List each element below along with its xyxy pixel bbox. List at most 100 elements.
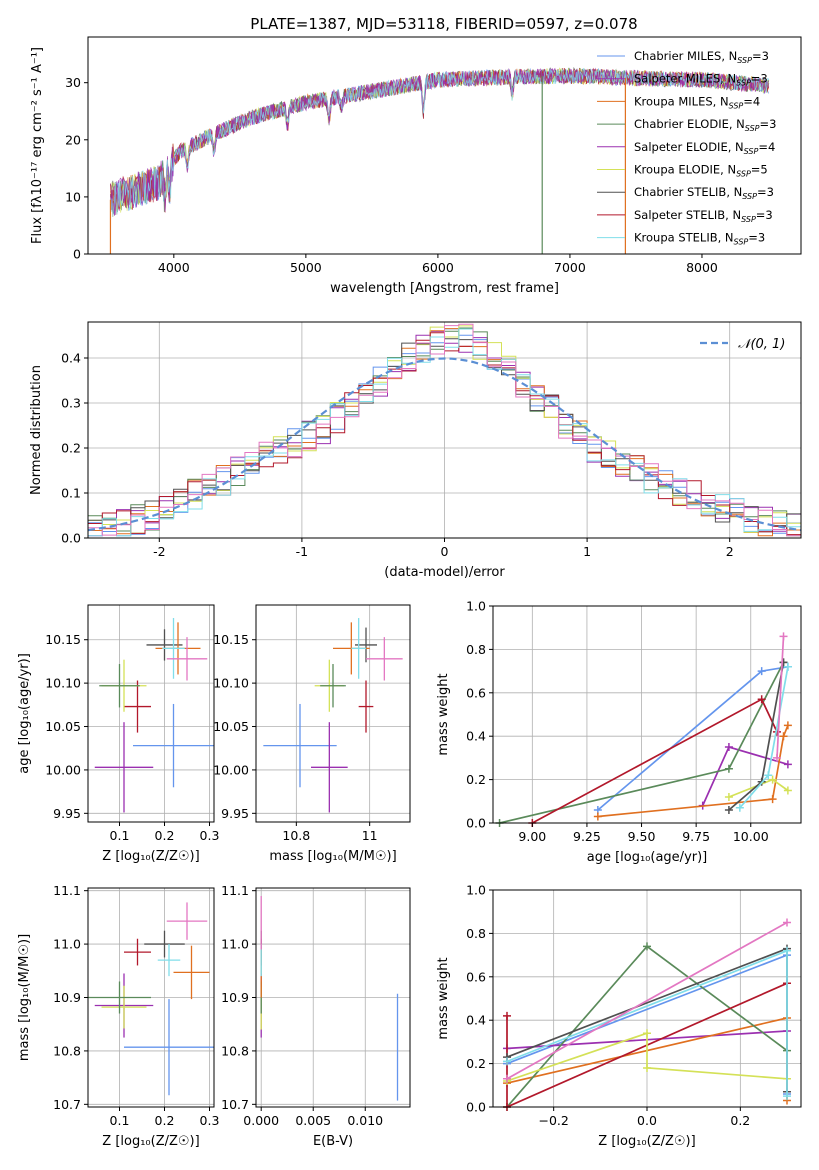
legend-suffix: =3 [751,72,768,86]
y-tick-label: 10.05 [45,719,81,734]
y-tick-label: 0.6 [466,969,486,984]
legend-subscript: SSP [734,238,749,247]
x-axis-label: Z [log₁₀(Z/Z☉)] [598,1134,695,1149]
axes-frame [87,604,215,823]
y-tick-label: 10.10 [213,676,249,691]
weight-series [724,775,792,801]
grid [256,888,410,1107]
weight-marker [783,662,792,671]
x-tick-label: 0 [441,544,449,559]
y-tick-label: 9.95 [53,806,81,821]
errorbar-point [94,722,154,813]
weight-marker [783,918,791,927]
weight-marker [779,658,788,667]
y-tick-label: 11.1 [53,883,81,898]
errorbar-point [311,722,348,813]
y-tick-label: 10 [65,189,81,204]
legend-label: Kroupa STELIB, NSSP=3 [634,231,765,247]
x-tick-label: 0.2 [155,1113,175,1128]
y-tick-label: 10.7 [53,1097,81,1112]
errorbar-point [88,981,151,1014]
x-tick-label: 6000 [422,260,454,275]
x-axis-label: mass [log₁₀(M/M☉)] [269,849,396,864]
x-axis-label: E(B-V) [313,1134,353,1149]
weight-marker [757,695,766,704]
y-tick-label: 0.0 [466,1100,486,1115]
errorbar-point [101,985,147,1029]
weight-marker [783,786,792,795]
weight-marker [503,1074,511,1083]
residuals-panel: -2 -1 0 1 2 0.0 0.1 0.2 0.3 0.4 (data-model)/error… [29,321,802,580]
y-axis-label: Normed distribution [29,365,44,495]
y-tick-label: 10.00 [45,762,81,777]
weight-marker [724,743,733,752]
weight-marker [768,795,777,804]
weight-line [506,1032,788,1082]
y-tick-label: 0.8 [466,642,486,657]
weight-series [593,721,792,821]
errorbar-point [124,999,214,1096]
x-tick-label: 0.010 [347,1113,383,1128]
y-tick-label: 0.3 [61,396,81,411]
legend-suffix: =5 [751,163,768,177]
errorbar-point [133,703,214,788]
y-axis-label: Flux [fλ10⁻¹⁷ erg cm⁻² s⁻¹ A⁻¹] [30,47,45,244]
spectrum-line [110,68,770,217]
legend-label: Kroupa MILES, NSSP=4 [634,94,760,110]
legend-suffix: =4 [743,94,760,108]
y-tick-label: 10.9 [53,990,81,1005]
y-axis-label: mass [log₁₀(M/M☉)] [17,934,32,1061]
errorbar-point [146,629,183,661]
weight-marker [593,812,602,821]
y-tick-label: 0.4 [466,1013,486,1028]
weight-series [593,662,792,814]
weight-line [597,665,789,811]
axes-frame [255,604,411,823]
weight-marker [783,760,792,769]
weight-marker [757,667,766,676]
weight-marker [735,803,744,812]
legend-suffix: =3 [760,117,777,131]
x-tick-label: 8000 [686,260,718,275]
x-tick-label: 0.0 [637,1113,657,1128]
errorbar-point [263,703,337,788]
y-tick-label: 11.1 [221,883,249,898]
errorbar-point [320,664,346,708]
x-tick-label: 10.8 [282,828,310,843]
legend-suffix: =3 [756,208,773,222]
x-tick-label: 0.2 [155,828,175,843]
x-tick-label: 0.2 [730,1113,750,1128]
weight-line [597,725,789,818]
legend-label: Chabrier ELODIE, NSSP=3 [634,117,776,133]
y-tick-label: 10.9 [221,990,249,1005]
errorbar-point [351,618,366,679]
y-tick-label: 10.00 [213,762,249,777]
x-tick-label: 4000 [158,260,190,275]
legend-subscript: SSP [742,192,757,201]
grid [88,605,214,822]
x-tick-label: 0.3 [200,1113,220,1128]
errorbar-point [162,618,185,679]
y-tick-label: 10.05 [213,719,249,734]
errorbar-point [124,938,151,966]
weight-marker [779,732,788,741]
errorbar-point [144,930,185,958]
y-tick-label: 0.2 [61,441,81,456]
y-tick-label: 20 [65,132,81,147]
x-tick-label: 10.00 [733,829,769,844]
x-tick-label: 2 [726,544,734,559]
y-tick-label: 0.1 [61,486,81,501]
x-tick-label: 0.000 [243,1113,279,1128]
weight-marker [779,632,788,641]
x-axis-label: age [log₁₀(age/yr)] [587,850,708,865]
errorbar-point [173,945,210,1000]
x-axis-label: Z [log₁₀(Z/Z☉)] [102,849,199,864]
y-axis-label: age [log₁₀(age/yr)] [17,653,32,774]
y-tick-label: 10.10 [45,676,81,691]
y-tick-label: 1.0 [466,599,486,614]
y-tick-label: 10.8 [53,1043,81,1058]
weight-marker [768,775,777,784]
legend-suffix: =3 [748,231,765,245]
legend-label: Chabrier STELIB, NSSP=3 [634,185,774,201]
